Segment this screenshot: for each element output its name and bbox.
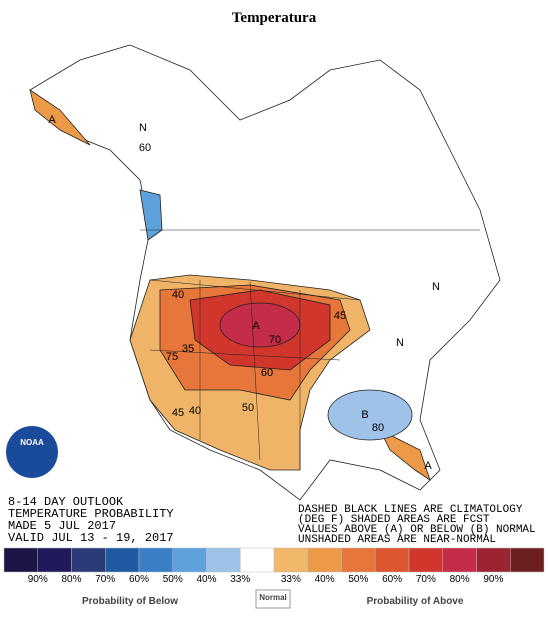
legend-swatch xyxy=(138,547,173,573)
pressure-letter: N xyxy=(432,281,440,293)
legend-swatch xyxy=(375,547,410,573)
contour-label: 75 xyxy=(166,351,178,363)
legend-swatch xyxy=(240,547,275,573)
pressure-letter: N xyxy=(396,337,404,349)
contour-label: 80 xyxy=(372,422,384,434)
legend-swatch xyxy=(206,547,241,573)
outlook-line: TEMPERATURE PROBABILITY xyxy=(8,507,174,521)
legend-label: 33% xyxy=(230,574,250,585)
legend-swatch xyxy=(442,547,477,573)
logo-text: NOAA xyxy=(20,438,44,447)
legend-caption: Normal xyxy=(259,593,287,602)
outlook-line: MADE 5 JUL 2017 xyxy=(8,519,116,533)
note-line: VALUES ABOVE (A) OR BELOW (B) NORMAL xyxy=(298,524,536,536)
legend-label: 90% xyxy=(28,574,48,585)
pressure-letter: B xyxy=(361,409,368,421)
legend-swatch xyxy=(408,547,443,573)
above-70 xyxy=(219,302,301,348)
logo-disc xyxy=(6,426,58,478)
legend-label: 60% xyxy=(129,574,149,585)
pressure-letter: A xyxy=(252,320,260,332)
legend-label: 50% xyxy=(348,574,368,585)
northwest-below xyxy=(139,189,163,241)
legend-label: 70% xyxy=(95,574,115,585)
contour-label: 70 xyxy=(269,334,281,346)
legend-label: 90% xyxy=(483,574,503,585)
map-labels: N 60 A N N A 70 40 45 35 75 60 50 40 45 B 80 A xyxy=(48,114,440,472)
legend-label: 40% xyxy=(196,574,216,585)
contour-label: 45 xyxy=(172,407,184,419)
pressure-letter: A xyxy=(424,460,432,472)
florida-above xyxy=(379,429,431,481)
legend-label: 80% xyxy=(61,574,81,585)
title: Temperatura xyxy=(232,10,317,26)
note-line: (DEG F) SHADED AREAS ARE FCST xyxy=(298,514,490,526)
legend-swatch xyxy=(307,547,342,573)
contour-label: 40 xyxy=(172,289,184,301)
pressure-letter: N xyxy=(139,122,147,134)
legend-caption: Probability of Below xyxy=(82,596,178,607)
notes-text: DASHED BLACK LINES ARE CLIMATOLOGY(DEG F… xyxy=(298,504,536,546)
legend-swatch xyxy=(105,547,140,573)
borders xyxy=(140,229,480,470)
contour-label: 40 xyxy=(189,405,201,417)
alaska-above xyxy=(29,89,91,146)
contour-label: 60 xyxy=(261,367,273,379)
legend: 90% 80% 70% 60% 50% 40% 33% 33% 40% 50% 60% 70% 80% 9… xyxy=(3,547,545,609)
legend-label: 40% xyxy=(315,574,335,585)
legend-swatch xyxy=(71,547,106,573)
normal-box xyxy=(255,589,291,609)
legend-label: 80% xyxy=(450,574,470,585)
note-line: DASHED BLACK LINES ARE CLIMATOLOGY xyxy=(298,504,523,516)
outlook-line: 8-14 DAY OUTLOOK xyxy=(8,495,124,509)
legend-swatch xyxy=(341,547,376,573)
map xyxy=(29,44,501,501)
legend-swatch xyxy=(476,547,511,573)
legend-swatch xyxy=(273,547,308,573)
contour-label: 45 xyxy=(334,310,346,322)
contour-label: 60 xyxy=(139,142,151,154)
legend-label: 50% xyxy=(163,574,183,585)
outlook-line: VALID JUL 13 - 19, 2017 xyxy=(8,531,174,545)
legend-swatch xyxy=(510,547,545,573)
legend-swatch xyxy=(172,547,207,573)
below-33 xyxy=(327,389,413,441)
legend-label: 60% xyxy=(382,574,402,585)
legend-label: 33% xyxy=(281,574,301,585)
legend-swatch xyxy=(3,547,38,573)
legend-swatch xyxy=(37,547,72,573)
note-line: UNSHADED AREAS ARE NEAR-NORMAL xyxy=(298,534,496,546)
pressure-letter: A xyxy=(48,114,56,126)
legend-caption: Probability of Above xyxy=(367,596,464,607)
contour-label: 35 xyxy=(182,343,194,355)
contour-label: 50 xyxy=(242,402,254,414)
legend-label: 70% xyxy=(416,574,436,585)
logo: NOAA xyxy=(6,426,58,478)
